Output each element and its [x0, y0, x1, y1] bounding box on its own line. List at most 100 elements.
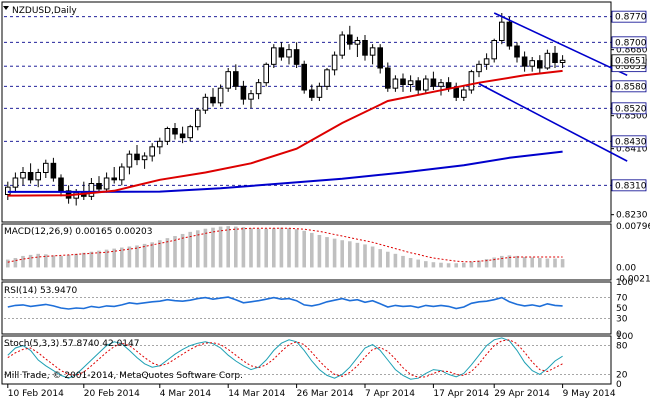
candle-body — [50, 162, 57, 179]
candle-body — [423, 78, 429, 91]
price-level-tag — [611, 179, 647, 192]
price-level-tag-label: 0.8635 — [615, 62, 647, 72]
candle-body — [537, 60, 543, 69]
macd-bar — [363, 244, 367, 268]
candle-body — [483, 58, 490, 65]
candle-body — [5, 186, 11, 196]
macd-histogram — [6, 226, 565, 268]
price-level-tag-label: 0.8430 — [615, 137, 647, 147]
macd-bar — [386, 251, 390, 268]
macd-bar — [553, 258, 557, 268]
macd-bar — [416, 259, 420, 268]
macd-bar — [348, 241, 352, 268]
macd-signal-path — [7, 227, 563, 263]
candle-body — [12, 177, 19, 188]
candle-body — [293, 49, 300, 65]
macd-bar — [310, 232, 314, 268]
candle-body — [164, 128, 171, 142]
price-level-tag — [611, 135, 647, 148]
candlestick-series — [5, 13, 566, 206]
macd-bar — [226, 226, 230, 268]
candle-body — [362, 40, 368, 56]
macd-bar — [378, 249, 382, 268]
rsi-title: RSI(14) 53.9470 — [4, 286, 77, 296]
macd-bar — [545, 258, 550, 268]
macd-bar — [477, 260, 481, 268]
price-pane[interactable]: 0.86800.86550.85000.84100.82300.87700.87… — [4, 10, 648, 221]
rsi-tick-label: 100 — [616, 278, 633, 288]
slow-moving-average — [7, 150, 563, 193]
candle-body — [461, 89, 467, 98]
symbol-dropdown-icon[interactable] — [3, 6, 9, 10]
time-tick-label: 7 Apr 2014 — [365, 389, 415, 399]
price-level-tag — [611, 102, 647, 115]
candle-body — [119, 166, 125, 181]
time-tick-label: 26 Mar 2014 — [297, 389, 354, 399]
macd-bar — [325, 237, 329, 268]
candle-body — [27, 172, 34, 181]
candle-body — [506, 21, 513, 47]
price-tick-label: 0.8680 — [616, 46, 648, 56]
macd-pane[interactable]: 0.00796 0.00 -0.00215 — [6, 222, 650, 285]
candle-body — [202, 96, 209, 111]
trendline — [478, 83, 628, 162]
macd-bar — [66, 254, 71, 268]
candle-body — [476, 63, 482, 73]
pane-frame-macd — [1, 223, 612, 281]
candle-body — [179, 133, 186, 139]
macd-bar — [340, 240, 344, 268]
time-tick-label: 10 Feb 2014 — [8, 389, 64, 399]
price-level-tag-label: 0.8770 — [615, 13, 647, 23]
candle-body — [559, 59, 566, 63]
macd-bar — [492, 257, 496, 268]
candle-body — [347, 34, 353, 45]
candle-body — [286, 49, 292, 58]
price-level-tag — [611, 10, 647, 23]
macd-bar — [302, 230, 306, 268]
candle-body — [331, 54, 338, 71]
candle-body — [552, 52, 558, 63]
candle-body — [309, 89, 315, 98]
macd-bar — [6, 259, 10, 268]
rsi-tick-label: 50 — [616, 304, 628, 314]
macd-bar — [36, 253, 40, 268]
candle-body — [453, 87, 459, 98]
macd-bar — [173, 236, 177, 268]
macd-bar — [279, 227, 284, 268]
time-tick-label: 20 Feb 2014 — [84, 389, 140, 399]
pane-frame-main — [1, 1, 612, 223]
macd-tick-label: 0.00 — [616, 263, 636, 273]
candle-body — [210, 96, 216, 104]
trendlines[interactable] — [478, 12, 628, 162]
candle-body — [369, 47, 376, 56]
stochastic-tick-label: 100 — [616, 332, 633, 342]
macd-bar — [484, 259, 489, 268]
candle-body — [187, 126, 193, 139]
candle-body — [438, 82, 444, 87]
stochastic-tick-label: 0 — [616, 380, 622, 390]
macd-bar — [59, 255, 63, 268]
candle-body — [400, 78, 406, 85]
pane-frame-rsi — [1, 281, 612, 335]
macd-bar — [317, 234, 322, 268]
candle-body — [20, 172, 26, 179]
price-axis: 0.86800.86550.85000.84100.82300.87700.87… — [611, 10, 648, 221]
candle-body — [499, 21, 505, 41]
macd-axis: 0.00796 0.00 -0.00215 — [616, 222, 650, 285]
rsi-level-lines — [4, 297, 611, 319]
candle-body — [255, 82, 262, 95]
pane-frame-stoch — [1, 335, 612, 385]
candle-body — [225, 71, 231, 89]
candle-body — [301, 63, 307, 91]
price-level-tag-label: 0.8700 — [615, 38, 647, 48]
candle-body — [339, 34, 345, 56]
price-tick-label: 0.8230 — [616, 211, 648, 221]
macd-bar — [515, 255, 519, 268]
candle-body — [149, 146, 155, 157]
copyright-text: Mill Trade, © 2001-2014, MetaQuotes Soft… — [4, 371, 243, 381]
macd-bar — [104, 249, 109, 268]
